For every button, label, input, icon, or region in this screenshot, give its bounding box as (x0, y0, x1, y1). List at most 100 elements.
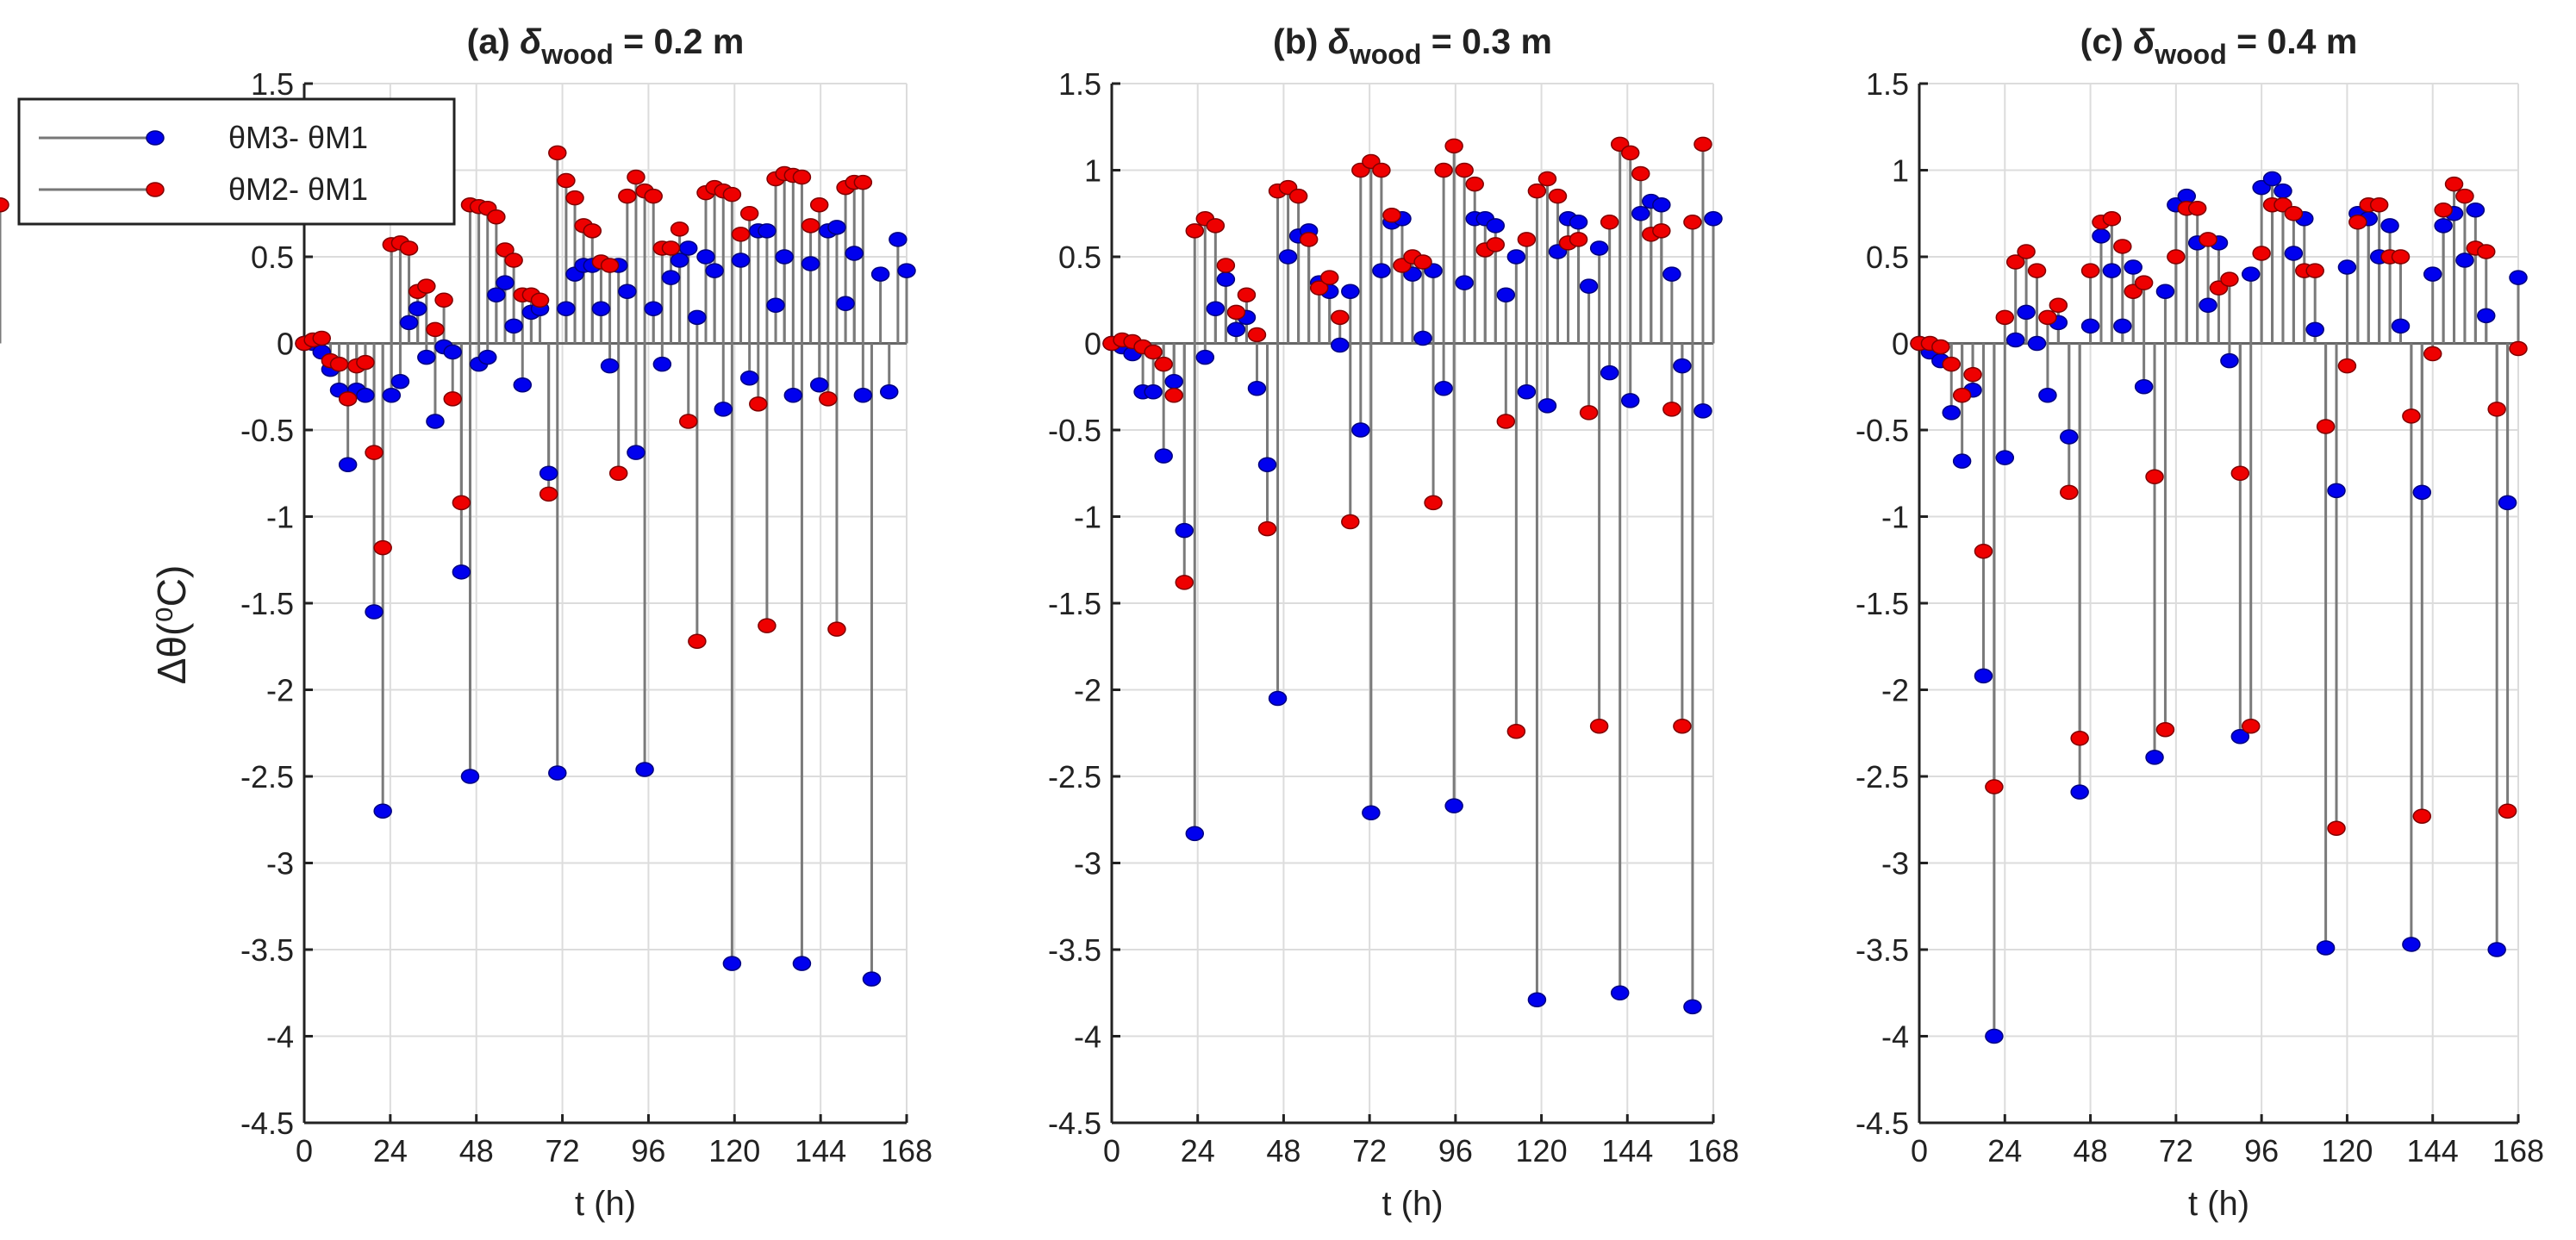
m3-marker (1683, 999, 1702, 1015)
m2-marker (809, 196, 829, 213)
panel-title: (c) δwood = 0.4 m (2080, 22, 2358, 70)
m2-marker (1952, 388, 1972, 403)
m3-marker (635, 762, 654, 777)
m3-marker (1600, 365, 1619, 381)
m2-marker (1527, 183, 1547, 199)
m2-marker (2498, 803, 2517, 819)
y-tick-label: 0 (277, 327, 294, 362)
m3-marker (678, 240, 698, 256)
m3-marker (600, 358, 620, 374)
y-tick-label: -0.5 (1048, 413, 1101, 448)
m2-marker (338, 391, 358, 407)
panel-a: 0244872961201441681.510.50-0.5-1-1.5-2-2… (240, 22, 932, 1223)
m2-marker (2423, 346, 2442, 362)
m3-marker (2230, 729, 2250, 745)
x-tick-label: 168 (1687, 1133, 1739, 1168)
m2-marker (2402, 408, 2421, 424)
m3-marker (2487, 942, 2506, 957)
m3-marker (2124, 259, 2143, 275)
m2-marker (722, 186, 742, 203)
m3-marker (870, 266, 890, 282)
m3-marker (1331, 337, 1350, 353)
m3-marker (1974, 668, 1993, 684)
m3-marker (1164, 373, 1183, 389)
m2-marker (2005, 254, 2025, 270)
x-tick-label: 168 (2492, 1133, 2544, 1168)
y-tick-label: -1.5 (240, 586, 294, 621)
m2-marker (2487, 402, 2506, 417)
m3-marker (1444, 798, 1463, 813)
m2-marker (565, 190, 584, 206)
m2-marker (2284, 206, 2304, 221)
y-tick-label: -4.5 (1856, 1106, 1909, 1141)
m2-marker (496, 242, 515, 258)
m3-marker (2060, 429, 2079, 445)
m2-marker (1579, 405, 1599, 421)
m3-marker (2509, 270, 2528, 285)
m3-marker (801, 256, 820, 271)
y-tick-label: 0.5 (1866, 240, 1909, 275)
m3-marker (879, 384, 899, 400)
y-tick-label: 1.5 (1866, 66, 1909, 102)
m2-marker (1164, 388, 1183, 403)
m3-marker (2466, 202, 2486, 218)
m3-marker (1206, 301, 1226, 317)
m2-marker (2049, 297, 2068, 314)
m2-marker (583, 223, 602, 239)
m2-marker (504, 252, 523, 268)
m2-marker (1247, 327, 1267, 343)
m2-marker (1226, 304, 1246, 321)
m2-marker (1620, 145, 1640, 161)
y-tick-label: -2.5 (240, 759, 294, 794)
m2-marker (1974, 543, 1993, 559)
m2-marker (1372, 162, 1391, 178)
m2-marker (600, 258, 620, 273)
m2-marker (487, 209, 506, 225)
m3-marker (2038, 388, 2057, 403)
m3-marker (2273, 183, 2292, 199)
m2-marker (2316, 419, 2336, 434)
m2-marker (2230, 465, 2250, 481)
m2-marker (1569, 232, 1588, 247)
x-tick-label: 144 (1601, 1133, 1653, 1168)
m2-marker (1548, 188, 1568, 204)
m3-marker (1278, 249, 1298, 265)
legend-entry-m2: θM2- θM1 (39, 171, 368, 207)
m2-marker (1341, 514, 1360, 530)
x-axis-label: t (h) (575, 1185, 636, 1223)
m3-marker (1455, 275, 1474, 290)
m3-marker (1247, 381, 1267, 396)
m2-marker (452, 495, 471, 511)
m3-marker (2434, 218, 2453, 234)
m3-marker (408, 301, 427, 317)
m3-marker (809, 377, 829, 393)
m3-marker (1631, 206, 1650, 221)
m3-marker (513, 377, 533, 393)
m3-marker (845, 246, 864, 261)
m2-marker (1434, 162, 1453, 178)
m2-marker (1506, 723, 1526, 739)
y-tick-label: -4 (1881, 1019, 1909, 1055)
m2-marker (2102, 211, 2122, 227)
m2-marker (2060, 484, 2079, 501)
m2-marker (2391, 249, 2411, 265)
m3-marker (696, 249, 715, 265)
m2-marker (2167, 249, 2186, 265)
m3-marker (2070, 784, 2089, 800)
m3-marker (1144, 384, 1163, 400)
m3-marker (758, 223, 777, 239)
m3-marker (2380, 218, 2399, 234)
legend: θM3- θM1 θM2- θM1 (17, 97, 456, 226)
m2-marker (749, 396, 768, 412)
m3-marker (2145, 750, 2164, 765)
m3-marker (862, 971, 882, 987)
m2-marker (2187, 200, 2207, 216)
m3-marker (731, 252, 751, 268)
m3-marker (2477, 308, 2496, 324)
m2-marker (2327, 820, 2346, 837)
m2-marker (853, 174, 873, 190)
y-tick-label: -2 (1881, 673, 1909, 708)
x-tick-label: 72 (2159, 1133, 2193, 1168)
m3-marker (1226, 321, 1246, 338)
